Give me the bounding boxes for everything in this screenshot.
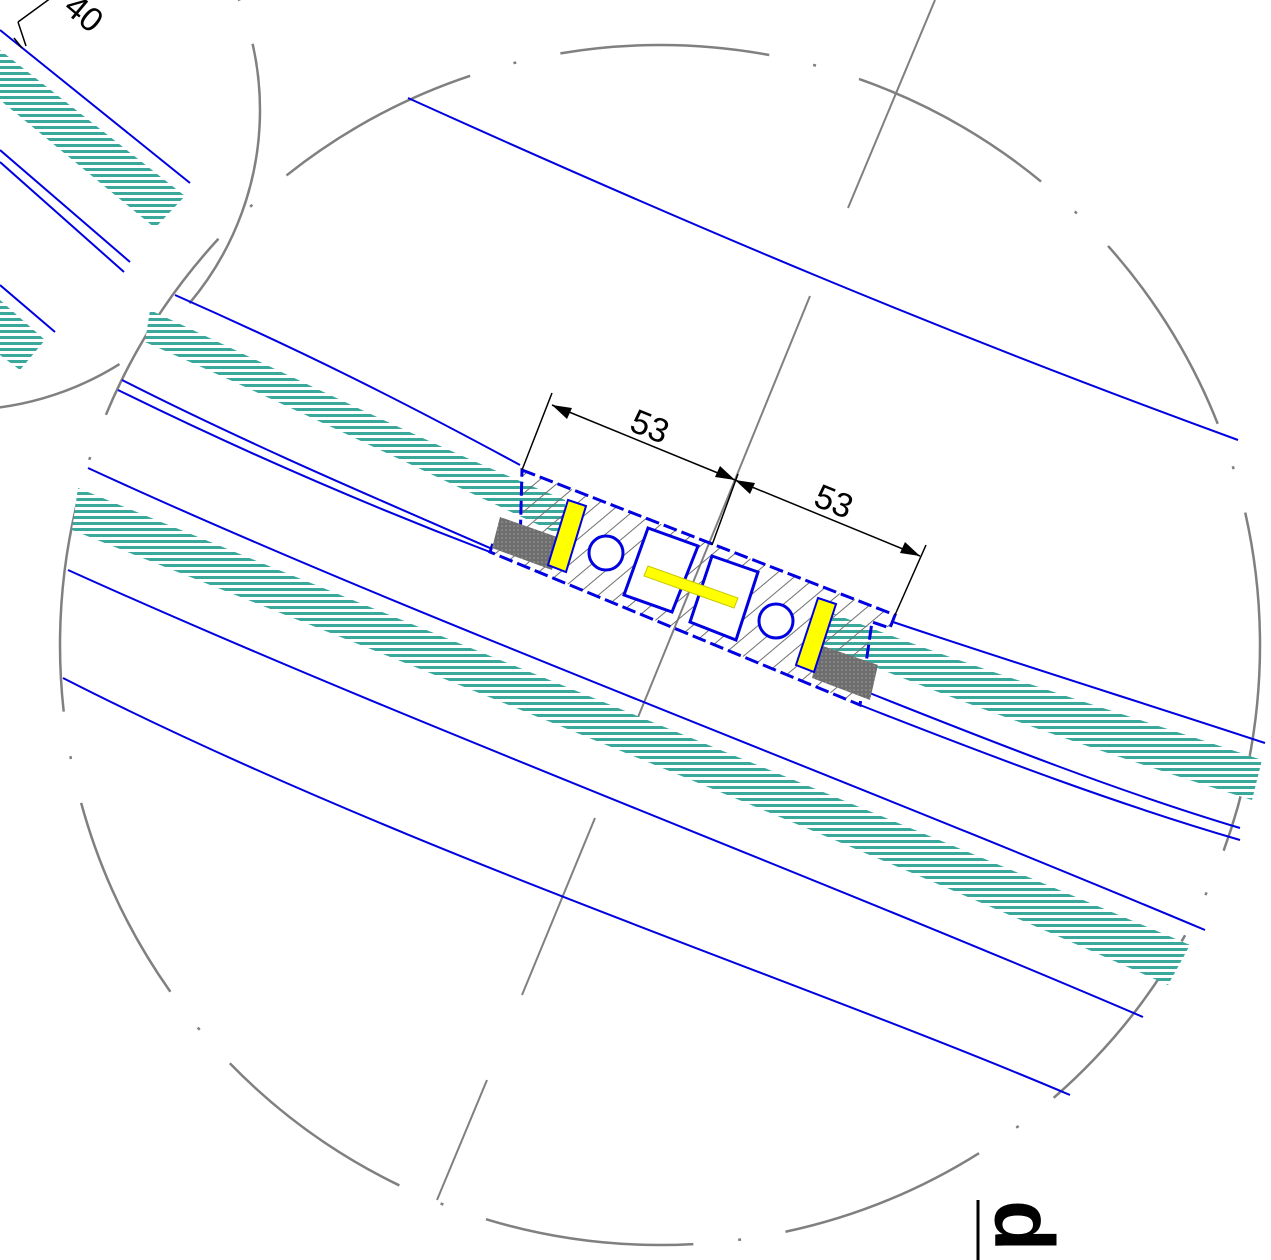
corner-dimension-label: 40 (57, 0, 110, 40)
dimension-arrows (552, 405, 920, 556)
boss-left (587, 534, 625, 572)
connector-assembly (488, 467, 897, 708)
adjacent-detail-circle (0, 0, 262, 409)
gasket-right (794, 596, 838, 674)
glass-lower (72, 488, 1190, 985)
sealant-right (812, 645, 878, 700)
detail-circle (58, 43, 1262, 1247)
sealant-left (492, 517, 560, 570)
dimension-lines (521, 392, 927, 616)
gasket-left (546, 498, 588, 574)
dimension-label-left: 53 (625, 402, 674, 451)
chamber-left (622, 526, 700, 614)
centerlines (436, 0, 936, 1201)
glass-upper-left (145, 310, 565, 537)
glass-panes (72, 310, 1262, 985)
section-tag: d (977, 1200, 1071, 1251)
dimension-label-right: 53 (809, 477, 858, 526)
boss-right (757, 602, 795, 640)
connector-key (643, 565, 739, 609)
profile-lines (62, 97, 1266, 1096)
glass-upper-right (822, 612, 1262, 800)
adjacent-detail-glass: 40 (0, 0, 191, 370)
